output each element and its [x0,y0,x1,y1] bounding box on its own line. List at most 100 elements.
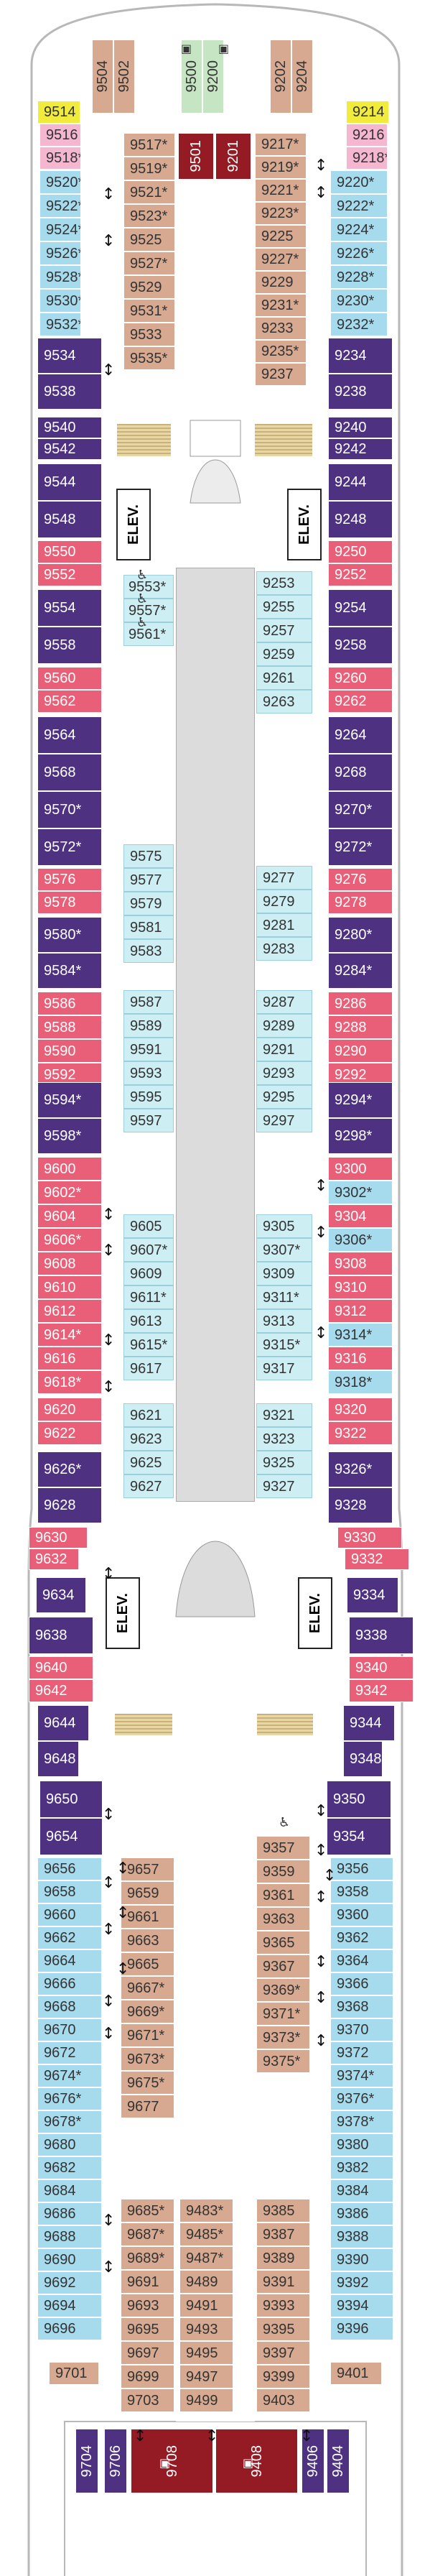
cabin-9244[interactable]: 9244 [328,463,393,501]
cabin-9360[interactable]: 9360 [330,1903,393,1926]
cabin-9310[interactable]: 9310 [328,1275,393,1299]
cabin-9201[interactable]: 9201 [215,133,251,180]
cabin-9575[interactable]: 9575 [123,844,174,868]
cabin-9638[interactable]: 9638 [29,1617,93,1654]
cabin-9548[interactable]: 9548 [37,501,102,538]
cabin-9535[interactable]: 9535* [123,346,175,370]
cabin-9519[interactable]: 9519* [123,157,175,180]
cabin-9529[interactable]: 9529 [123,275,175,299]
cabin-9290[interactable]: 9290 [328,1039,393,1063]
cabin-9382[interactable]: 9382 [330,2156,393,2179]
cabin-9403[interactable]: 9403 [256,2388,310,2412]
cabin-9365[interactable]: 9365 [256,1931,310,1954]
cabin-9369[interactable]: 9369* [256,1978,310,2002]
cabin-9325[interactable]: 9325 [256,1451,312,1474]
cabin-9696[interactable]: 9696 [37,2317,102,2340]
cabin-9570[interactable]: 9570* [37,791,102,828]
cabin-9376[interactable]: 9376* [330,2087,393,2110]
cabin-9621[interactable]: 9621 [123,1403,174,1427]
cabin-9689[interactable]: 9689* [121,2246,174,2270]
cabin-9367[interactable]: 9367 [256,1954,310,1978]
cabin-9294[interactable]: 9294* [328,1082,393,1118]
cabin-9685[interactable]: 9685* [121,2199,174,2222]
cabin-9340[interactable]: 9340 [349,1656,413,1679]
cabin-9682[interactable]: 9682 [37,2156,102,2179]
cabin-9664[interactable]: 9664 [37,1949,102,1972]
cabin-9214[interactable]: 9214 [346,101,389,124]
cabin-9394[interactable]: 9394 [330,2294,393,2317]
cabin-9278[interactable]: 9278 [328,891,393,914]
cabin-9322[interactable]: 9322 [328,1421,393,1445]
cabin-9697[interactable]: 9697 [121,2341,174,2365]
cabin-9280[interactable]: 9280* [328,917,393,953]
cabin-9388[interactable]: 9388 [330,2225,393,2248]
cabin-9254[interactable]: 9254 [328,589,393,627]
cabin-9518[interactable]: 9518* [39,147,81,170]
cabin-9591[interactable]: 9591 [123,1038,174,1061]
cabin-9691[interactable]: 9691 [121,2270,174,2294]
cabin-9281[interactable]: 9281 [256,913,312,937]
cabin-9577[interactable]: 9577 [123,868,174,892]
cabin-9615[interactable]: 9615* [123,1333,174,1357]
cabin-9524[interactable]: 9524* [39,218,81,241]
cabin-9552[interactable]: 9552 [37,563,102,586]
cabin-9662[interactable]: 9662 [37,1926,102,1949]
cabin-9272[interactable]: 9272* [328,828,393,866]
cabin-9528[interactable]: 9528* [39,265,81,289]
cabin-9332[interactable]: 9332 [345,1548,409,1570]
cabin-9375[interactable]: 9375* [256,2049,310,2073]
cabin-9687[interactable]: 9687* [121,2222,174,2246]
cabin-9499[interactable]: 9499 [179,2388,233,2412]
cabin-9526[interactable]: 9526* [39,241,81,265]
cabin-9397[interactable]: 9397 [256,2341,310,2365]
cabin-9660[interactable]: 9660 [37,1903,102,1926]
cabin-9554[interactable]: 9554 [37,589,102,627]
cabin-9483[interactable]: 9483* [179,2199,233,2222]
cabin-9408[interactable]: 9408 [215,2429,298,2493]
cabin-9406[interactable]: 9406 [302,2429,324,2493]
cabin-9314[interactable]: 9314* [328,1323,393,1347]
cabin-9293[interactable]: 9293 [256,1061,312,1085]
cabin-9690[interactable]: 9690 [37,2248,102,2271]
cabin-9222[interactable]: 9222* [330,194,388,218]
cabin-9204[interactable]: 9204 [291,40,313,114]
cabin-9235[interactable]: 9235* [255,340,307,363]
cabin-9550[interactable]: 9550 [37,540,102,563]
cabin-9553[interactable]: 9553* [123,575,174,599]
cabin-9287[interactable]: 9287 [256,990,312,1014]
cabin-9259[interactable]: 9259 [256,642,312,666]
cabin-9226[interactable]: 9226* [330,241,388,265]
cabin-9540[interactable]: 9540 [37,417,102,438]
cabin-9401[interactable]: 9401 [330,2362,382,2385]
cabin-9363[interactable]: 9363 [256,1907,310,1931]
cabin-9248[interactable]: 9248 [328,501,393,538]
cabin-9309[interactable]: 9309 [256,1262,312,1285]
cabin-9605[interactable]: 9605 [123,1214,174,1238]
cabin-9224[interactable]: 9224* [330,218,388,241]
cabin-9219[interactable]: 9219* [255,156,307,179]
cabin-9357[interactable]: 9357 [256,1836,310,1860]
cabin-9586[interactable]: 9586 [37,992,102,1015]
cabin-9262[interactable]: 9262 [328,690,393,713]
cabin-9560[interactable]: 9560 [37,667,102,690]
cabin-9378[interactable]: 9378* [330,2110,393,2133]
cabin-9277[interactable]: 9277 [256,866,312,890]
cabin-9315[interactable]: 9315* [256,1333,312,1357]
cabin-9703[interactable]: 9703 [121,2388,174,2412]
cabin-9391[interactable]: 9391 [256,2270,310,2294]
cabin-9386[interactable]: 9386 [330,2202,393,2225]
cabin-9669[interactable]: 9669* [121,2000,174,2023]
cabin-9270[interactable]: 9270* [328,791,393,828]
cabin-9364[interactable]: 9364 [330,1949,393,1972]
cabin-9561[interactable]: 9561* [123,622,174,646]
cabin-9627[interactable]: 9627 [123,1474,174,1498]
cabin-9220[interactable]: 9220* [330,170,388,194]
cabin-9634[interactable]: 9634 [36,1577,86,1613]
cabin-9229[interactable]: 9229 [255,271,307,294]
cabin-9395[interactable]: 9395 [256,2317,310,2341]
cabin-9313[interactable]: 9313 [256,1309,312,1333]
cabin-9588[interactable]: 9588 [37,1015,102,1039]
cabin-9600[interactable]: 9600 [37,1157,102,1181]
cabin-9485[interactable]: 9485* [179,2222,233,2246]
cabin-9609[interactable]: 9609 [123,1262,174,1285]
